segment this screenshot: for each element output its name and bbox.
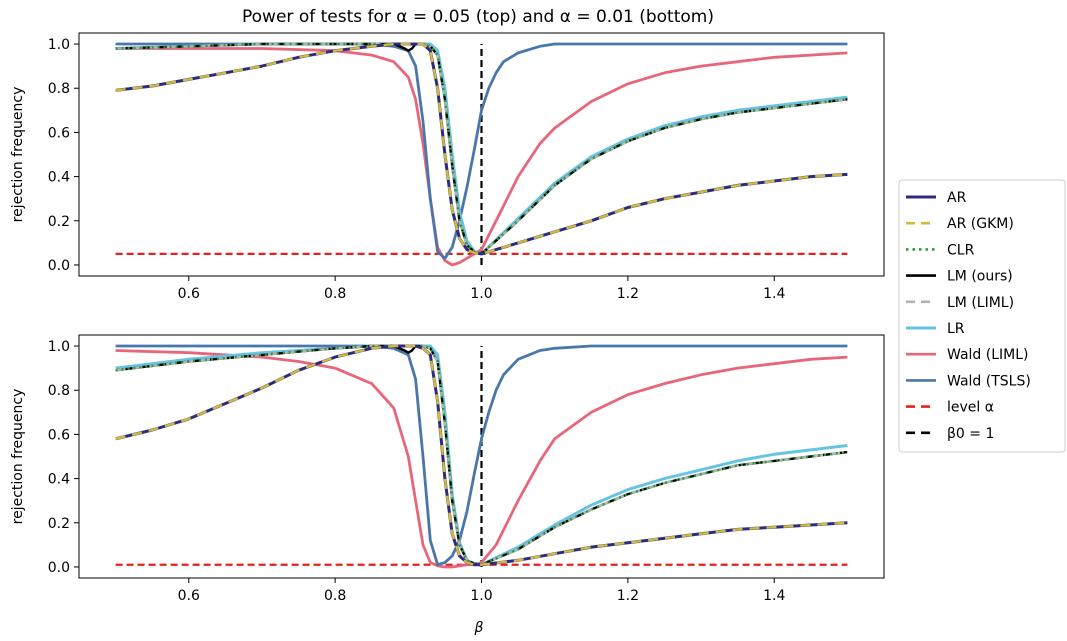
series-line-ar-gkm — [115, 344, 848, 566]
x-tick-label: 0.6 — [178, 588, 200, 604]
chart-panel-top: 0.6 0.8 1.0 1.2 1.4 0.0 0.2 0.4 0.6 0.8 1.0 rejecti… — [10, 32, 885, 302]
legend: AR AR (GKM) CLR LM (ours) LM (LIML) LR Wald (L… — [898, 179, 1066, 453]
legend-label: AR (GKM) — [947, 216, 1014, 232]
legend-label: Wald (LIML) — [947, 347, 1028, 363]
y-tick-label: 1.0 — [48, 37, 70, 53]
x-tick-label: 1.2 — [617, 588, 639, 604]
y-tick-label: 0.6 — [48, 125, 70, 141]
x-tick-label: 0.8 — [324, 588, 346, 604]
y-axis-title: rejection frequency — [10, 87, 26, 223]
y-tick-label: 0.6 — [48, 427, 70, 443]
series-line-wald-liml — [115, 47, 848, 267]
legend-item: LM (LIML) — [906, 295, 1014, 311]
y-tick-label: 0.0 — [48, 258, 70, 274]
y-axis-title: rejection frequency — [10, 389, 26, 525]
legend-item: AR — [906, 190, 967, 206]
x-tick-label: 1.0 — [470, 286, 492, 302]
x-tick-label: 1.4 — [763, 286, 785, 302]
x-tick-label: 1.2 — [617, 286, 639, 302]
legend-label: LR — [947, 321, 965, 337]
series-line-wald-liml — [115, 349, 848, 569]
y-tick-label: 1.0 — [48, 339, 70, 355]
legend-item: LM (ours) — [906, 269, 1013, 285]
legend-label: CLR — [947, 242, 975, 258]
x-axis-title: β — [474, 620, 484, 636]
legend-label: level α — [947, 400, 994, 416]
x-tick-label: 1.0 — [470, 588, 492, 604]
series-lines — [115, 42, 848, 267]
figure-title: Power of tests for α = 0.05 (top) and α … — [242, 7, 714, 27]
legend-box — [898, 179, 1066, 453]
legend-item: CLR — [906, 242, 975, 258]
legend-label: LM (LIML) — [947, 295, 1014, 311]
legend-item: AR (GKM) — [906, 216, 1014, 232]
chart-panel-bottom: 0.6 0.8 1.0 1.2 1.4 0.0 0.2 0.4 0.6 0.8 1.0 rejecti… — [10, 334, 885, 604]
x-tick-label: 0.6 — [178, 286, 200, 302]
x-tick-label: 0.8 — [324, 286, 346, 302]
series-line-ar-gkm — [115, 42, 848, 256]
legend-item: Wald (LIML) — [906, 347, 1028, 363]
series-line-clr — [115, 344, 848, 566]
legend-label: LM (ours) — [947, 269, 1013, 285]
legend-label: AR — [947, 190, 967, 206]
y-tick-label: 0.4 — [48, 472, 70, 488]
y-tick-label: 0.8 — [48, 81, 70, 97]
y-tick-label: 0.8 — [48, 383, 70, 399]
legend-label: β0 = 1 — [947, 426, 994, 442]
y-tick-label: 0.4 — [48, 170, 70, 186]
legend-item: β0 = 1 — [906, 426, 994, 442]
legend-item: LR — [906, 321, 965, 337]
legend-item: level α — [906, 400, 994, 416]
y-tick-label: 0.2 — [48, 516, 70, 532]
legend-label: Wald (TSLS) — [947, 373, 1031, 389]
y-tick-label: 0.2 — [48, 214, 70, 230]
legend-item: Wald (TSLS) — [906, 373, 1031, 389]
series-lines — [115, 344, 848, 569]
y-tick-label: 0.0 — [48, 560, 70, 576]
series-line-clr — [115, 42, 848, 256]
chart-panels: 0.6 0.8 1.0 1.2 1.4 0.0 0.2 0.4 0.6 0.8 1.0 rejecti… — [10, 32, 885, 604]
x-tick-label: 1.4 — [763, 588, 785, 604]
